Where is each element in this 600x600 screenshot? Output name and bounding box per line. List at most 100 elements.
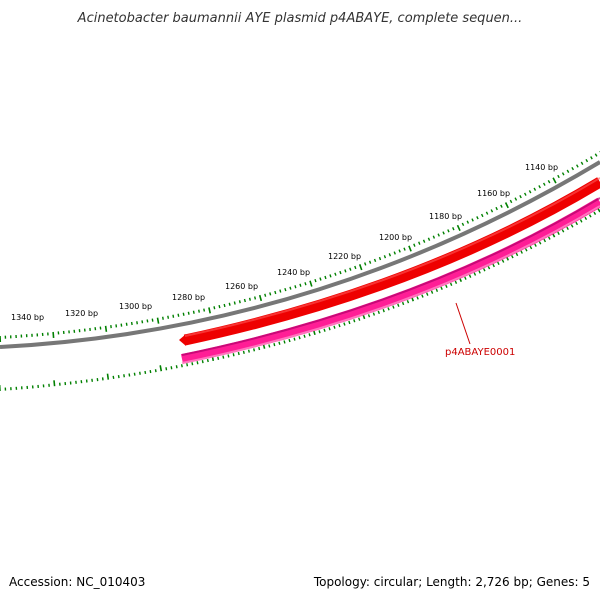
minor-tick [284,287,287,292]
minor-tick [136,321,138,325]
minor-tick [480,213,484,218]
minor-tick [130,321,133,326]
major-tick [358,264,363,271]
minor-tick [378,256,382,261]
minor-tick [413,243,416,247]
minor-tick [468,274,472,278]
minor-tick [585,158,589,163]
minor-tick [223,303,226,308]
minor-tick [523,192,527,196]
minor-tick [319,277,322,281]
minor-tick [432,235,436,239]
minor-tick [387,307,390,311]
minor-tick [445,284,448,288]
minor-tick [495,206,498,211]
minor-tick [529,245,533,250]
minor-tick [128,373,131,377]
major-tick [106,373,110,380]
major-tick [456,224,461,232]
minor-tick [324,275,327,280]
minor-tick [187,311,190,315]
minor-tick [397,303,400,307]
minor-tick [566,169,570,173]
minor-tick [466,220,470,224]
minor-tick [461,222,465,227]
minor-tick [497,261,500,266]
minor-tick [471,218,474,222]
minor-tick [430,290,434,294]
minor-tick [149,369,152,374]
minor-tick [426,292,429,296]
minor-tick [427,237,431,241]
minor-tick [339,270,342,275]
minor-tick [323,328,326,332]
major-tick [504,202,509,209]
minor-tick [442,231,445,235]
minor-tick [584,216,588,221]
minor-tick [435,288,439,292]
minor-tick [401,301,405,306]
minor-tick [422,239,426,243]
tick-label: 1220 bp [328,252,361,261]
tick-label: 1320 bp [65,309,98,318]
topology-summary: Topology: circular; Length: 2,726 bp; Ge… [313,575,590,589]
minor-tick [289,286,292,290]
tick-label: 1300 bp [119,302,152,311]
minor-tick [473,272,477,276]
minor-tick [180,364,183,368]
minor-tick [227,354,230,358]
minor-tick [398,249,401,253]
minor-tick [293,337,296,341]
major-tick [52,331,55,338]
minor-tick [524,248,528,252]
minor-tick [333,325,336,329]
tick-label: 1180 bp [429,212,462,221]
minor-tick [492,263,495,268]
minor-tick [279,289,282,293]
tick-label: 1340 bp [11,313,44,322]
minor-tick [478,270,481,274]
inner-ruler [0,206,600,391]
minor-tick [112,375,115,380]
minor-tick [514,197,518,201]
gene-label[interactable]: p4ABAYE0001 [445,347,515,358]
minor-tick [243,298,246,303]
tick-label: 1200 bp [379,233,412,242]
minor-tick [167,315,170,319]
minor-tick [162,316,164,320]
minor-tick [437,233,440,237]
minor-tick [575,221,579,226]
minor-tick [348,320,351,325]
minor-tick [594,153,598,157]
minor-tick [566,226,569,231]
minor-tick [274,290,277,295]
map-title: Acinetobacter baumannii AYE plasmid p4AB… [77,11,523,26]
minor-tick [222,355,225,359]
minor-tick [283,340,286,344]
minor-tick [218,304,221,309]
accession-text: Accession: NC_010403 [9,575,145,589]
minor-tick [353,319,356,323]
major-tick [258,294,263,302]
minor-tick [354,265,357,270]
major-tick [208,307,211,314]
minor-tick [500,204,503,208]
minor-tick [571,166,575,171]
minor-tick [228,302,231,306]
minor-tick [406,300,410,304]
minor-tick [388,253,392,257]
minor-tick [416,296,419,300]
gene-feature-forward [183,177,600,346]
gene-feature-arrowhead [179,334,186,346]
minor-tick [144,370,147,375]
minor-tick [511,255,514,259]
major-tick [53,380,56,387]
major-tick [156,317,160,324]
minor-tick [217,356,220,360]
minor-tick [570,224,574,228]
minor-tick [139,371,141,375]
minor-tick [242,350,245,354]
minor-tick [177,313,180,317]
ruler-labels: 1140 bp 1160 bp 1180 bp 1200 bp 1220 bp … [11,163,558,322]
